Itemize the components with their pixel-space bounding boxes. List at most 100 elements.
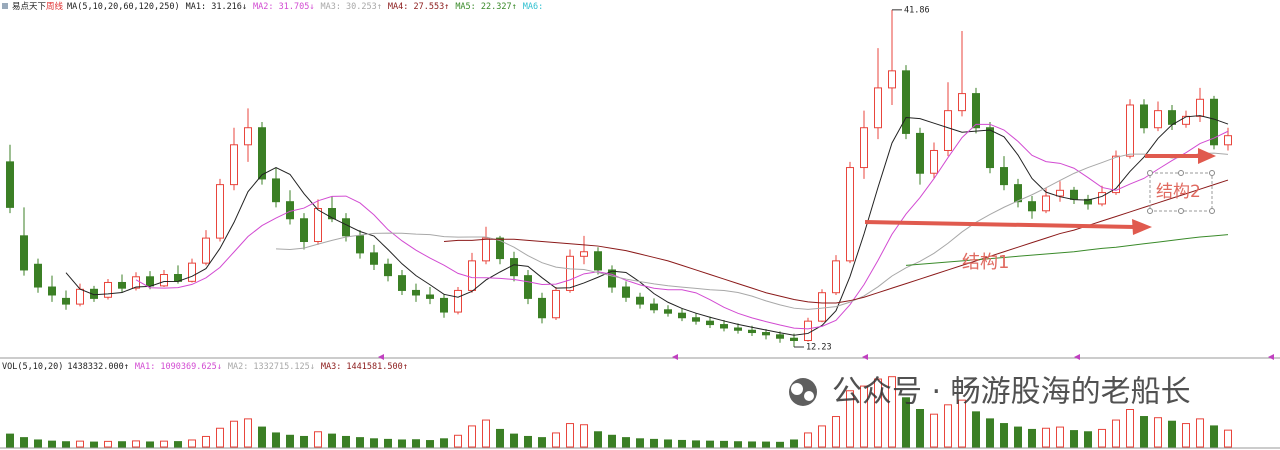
volume-bar [888, 376, 896, 448]
volume-bar [510, 433, 518, 448]
volume-bar [552, 432, 560, 448]
candle-body [860, 127, 868, 169]
volume-bar [300, 435, 308, 448]
volume-bar [986, 418, 994, 448]
volume-bar [202, 435, 210, 448]
volume-bar [1042, 427, 1050, 448]
volume-bar [720, 440, 728, 448]
wechat-icon-bubble [791, 383, 803, 395]
volume-bar [762, 441, 770, 448]
candle-body [496, 237, 504, 260]
candle-body [1014, 184, 1022, 203]
candle-body [1182, 115, 1190, 125]
candle-body [748, 329, 756, 334]
ma-line [135, 123, 1229, 330]
volume-bar [454, 434, 462, 448]
candle-body [300, 218, 308, 243]
candle-body [888, 70, 896, 89]
candle-body [510, 258, 518, 277]
volume-bar [342, 435, 350, 448]
candle-body [1098, 192, 1106, 205]
candle-body [944, 110, 952, 151]
volume-bar [90, 441, 98, 448]
wechat-icon-bubble [804, 391, 814, 401]
ma-line [905, 234, 1229, 266]
legend-entry: MA5: 22.327↑ [455, 2, 516, 12]
volume-bar [398, 439, 406, 448]
volume-bar [230, 420, 238, 448]
legend: 易点天下周线 MA(5,10,20,60,120,250) MA1: 31.216↓… [12, 1, 543, 12]
volume-bar [636, 438, 644, 448]
annotation: 结构2 [1156, 182, 1201, 202]
candle-body [1154, 110, 1162, 129]
candle-body [720, 324, 728, 329]
volume-bar [426, 440, 434, 448]
volume-bar [958, 399, 966, 448]
volume-bar [1224, 429, 1232, 448]
volume-bar [1000, 423, 1008, 448]
candle-body [1168, 110, 1176, 125]
candle-body [566, 255, 574, 291]
volume-bar [356, 437, 364, 448]
volume-bar [902, 397, 910, 448]
candle-body [790, 337, 798, 342]
candle-body [762, 332, 770, 336]
volume-bar [440, 438, 448, 448]
volume-bar [608, 434, 616, 448]
volume-bar [1028, 428, 1036, 448]
candle-body [846, 167, 854, 262]
volume-bar [860, 385, 868, 448]
volume-bar [174, 441, 182, 448]
candle-body [1084, 198, 1092, 205]
candle-body [412, 289, 420, 296]
volume-bar [706, 440, 714, 448]
menu-icon[interactable] [2, 3, 8, 9]
volume-bar [664, 439, 672, 448]
volume-bar [1014, 426, 1022, 448]
volume-bar [412, 439, 420, 448]
candle-body [552, 289, 560, 319]
candle-body [930, 149, 938, 174]
volume-bar [846, 390, 854, 448]
volume-bar [776, 441, 784, 448]
volume-bar [1210, 425, 1218, 448]
candle-body [804, 320, 812, 342]
volume-bar [272, 432, 280, 448]
candle-body [370, 252, 378, 265]
candle-body [874, 87, 882, 129]
candle-body [986, 127, 994, 169]
candle-body [314, 208, 322, 243]
candle-body [202, 237, 210, 264]
candle-body [76, 288, 84, 305]
candle-body [958, 93, 966, 112]
volume-bar [62, 441, 70, 448]
candle-body [818, 292, 826, 322]
volume-bar [566, 423, 574, 448]
volume-bar [972, 411, 980, 448]
candle-body [398, 275, 406, 291]
volume-bar [1168, 420, 1176, 448]
chart-title: 易点天下 [12, 2, 47, 12]
candle-body [636, 296, 644, 305]
volume-bar [930, 413, 938, 448]
candle-body [230, 144, 238, 186]
watermark-text: 公众号 · 畅游股海的老船长 [832, 375, 1191, 410]
volume-bar [76, 440, 84, 448]
candle-body [272, 178, 280, 203]
candle-body [1000, 167, 1008, 186]
volume-bar [6, 433, 14, 448]
candle-body [6, 161, 14, 208]
candle-body [664, 309, 672, 314]
last-value: 1438332.000↑ [67, 362, 128, 372]
candle-body [356, 235, 364, 254]
volume-bar [48, 440, 56, 448]
candle-body [622, 286, 630, 298]
volume-bar [1056, 426, 1064, 448]
volume-bar [20, 437, 28, 448]
candle-body [734, 327, 742, 331]
volume-bar [496, 428, 504, 448]
candle-body [902, 70, 910, 134]
arrow-structure-1 [864, 220, 1136, 229]
volume-bar [692, 440, 700, 448]
